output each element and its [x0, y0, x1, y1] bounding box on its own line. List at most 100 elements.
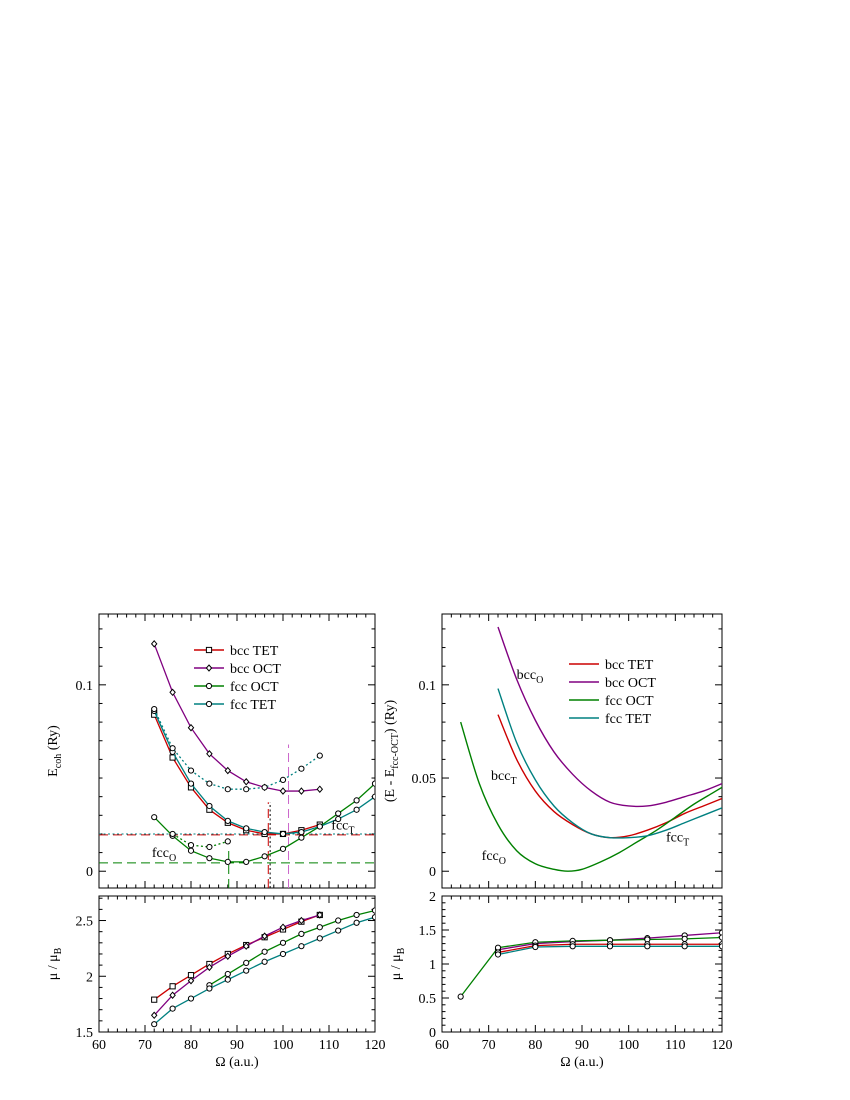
data-point	[261, 958, 268, 965]
y-axis-label: μ / μB	[46, 947, 64, 980]
plot-frame	[98, 895, 376, 1033]
legend-label: bcc OCT	[230, 662, 281, 677]
data-point	[243, 786, 250, 793]
data-point	[298, 834, 305, 841]
series-bcc-tet	[151, 711, 323, 838]
y-axis-label: μ / μB	[389, 947, 407, 980]
data-point	[298, 828, 305, 836]
data-point	[335, 917, 342, 924]
data-point	[532, 943, 539, 951]
legend-entry: bcc OCT	[194, 662, 281, 677]
curve-annotation: fccO	[482, 849, 506, 867]
plot-area	[459, 626, 722, 872]
series-line	[209, 909, 375, 986]
legend-entry: bcc TET	[569, 658, 654, 673]
data-point	[206, 963, 213, 972]
y-axis-label-main: μ / μ	[389, 954, 404, 980]
data-point	[224, 817, 231, 824]
data-point	[169, 991, 176, 999]
x-tick-label: 80	[528, 1038, 542, 1053]
data-point	[261, 784, 268, 791]
legend-marker	[205, 646, 213, 654]
legend-entry: fcc TET	[194, 698, 276, 713]
legend-marker	[205, 700, 213, 708]
annotation-main: fcc	[152, 846, 169, 861]
annotation-main: fcc	[331, 818, 348, 833]
annotation-subscript: T	[348, 825, 354, 836]
series-line	[153, 643, 320, 792]
legend-entry: fcc TET	[569, 712, 651, 727]
y-tick-label: 1	[429, 958, 436, 973]
data-point	[353, 911, 360, 919]
series-fcc-oct	[459, 721, 722, 872]
data-point	[261, 932, 268, 940]
x-axis-label: Ω (a.u.)	[560, 1055, 604, 1070]
annotation-main: fcc	[666, 830, 683, 845]
series-line	[153, 914, 321, 1001]
data-point	[316, 752, 323, 759]
series-line	[153, 914, 320, 1016]
series-line	[172, 833, 228, 848]
data-point	[261, 948, 268, 955]
x-tick-label: 120	[712, 1038, 733, 1053]
curve-annotation: fccO	[152, 846, 176, 864]
legend: bcc TET bcc OCT fcc OCT fcc TET	[194, 644, 281, 713]
series-bcc-tet	[151, 911, 323, 1003]
series-fcc-tet	[497, 688, 722, 839]
panel-bottom-right: 60 70 80 90 100 110 120 Ω (a.u.) 0 0.5 1 1.5 2 μ / μB	[389, 890, 733, 1070]
legend-marker	[205, 682, 213, 690]
x-tick-label: 120	[365, 1038, 386, 1053]
data-point	[279, 950, 287, 958]
x-tick-label: 110	[665, 1038, 685, 1053]
y-tick-label: 0.05	[412, 772, 437, 787]
data-point	[206, 843, 213, 851]
legend: bcc TET bcc OCT fcc OCT fcc TET	[569, 658, 656, 727]
y-tick-label: 2.5	[76, 915, 94, 930]
y-axis-label-unit: ) (Ry)	[383, 700, 398, 734]
data-point	[243, 858, 250, 866]
data-point	[681, 935, 688, 942]
legend-label: fcc TET	[230, 698, 276, 713]
data-point	[243, 825, 250, 832]
data-point	[151, 705, 158, 713]
data-point	[494, 951, 502, 958]
series-bcc-oct	[497, 626, 722, 808]
data-point	[206, 855, 213, 862]
series-line	[460, 936, 722, 998]
data-point	[335, 815, 342, 823]
data-point	[371, 793, 375, 800]
annotation-main: bcc	[491, 769, 510, 784]
panel-top-right: 00.050.1(E - Efcc-OCT) (Ry)bccObccTfccTf…	[383, 613, 723, 889]
data-point	[316, 823, 323, 830]
y-tick-label: 1.5	[419, 924, 437, 939]
series-fcc-tet	[494, 943, 722, 958]
data-point	[261, 828, 268, 836]
data-point	[187, 995, 195, 1002]
data-point	[242, 777, 250, 786]
y-tick-label: 0	[429, 1026, 436, 1041]
series-line	[497, 714, 722, 839]
legend-entry: fcc OCT	[569, 694, 654, 709]
annotation-subscript: O	[169, 853, 176, 864]
data-point	[681, 943, 688, 950]
data-point	[169, 983, 176, 990]
data-point	[187, 780, 195, 787]
series-line	[153, 708, 321, 790]
y-axis-label: Ecoh (Ry)	[46, 725, 64, 777]
curve-annotation: fccT	[331, 818, 354, 836]
series-fcc-tet	[151, 914, 375, 1028]
data-point	[279, 923, 287, 931]
data-point	[243, 959, 250, 966]
plot-area	[99, 640, 375, 888]
data-point	[187, 847, 195, 854]
data-point	[279, 830, 287, 838]
legend-entry: fcc OCT	[194, 680, 279, 695]
x-tick-label: 80	[184, 1038, 198, 1053]
x-axis-label: Ω (a.u.)	[215, 1055, 259, 1070]
x-axis-label-unit: (a.u.)	[226, 1055, 259, 1070]
data-point	[169, 830, 176, 838]
legend-entry: bcc TET	[194, 644, 279, 659]
y-axis-label-subscript: B	[396, 947, 407, 954]
